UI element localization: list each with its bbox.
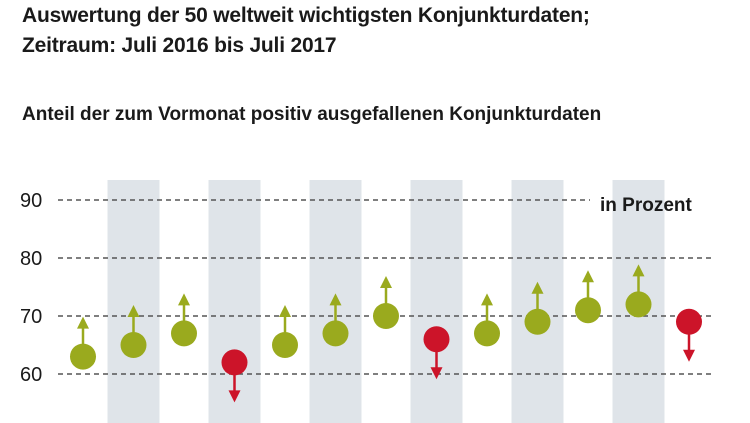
arrow-up-icon [531,281,544,294]
arrow-up-icon [77,316,89,329]
y-tick-label: 80 [20,248,42,270]
data-point [70,316,96,370]
data-point-marker [373,303,399,329]
y-tick-label: 60 [20,364,42,386]
chart-title-line-2: Zeitraum: Juli 2016 bis Juli 2017 [22,34,337,57]
data-point [272,305,298,358]
data-point-marker [676,308,702,335]
data-point [373,276,399,329]
data-point-marker [70,343,96,370]
data-point-marker [625,291,652,318]
data-point [524,281,551,335]
chart-title-line-1: Auswertung der 50 weltweit wichtigsten K… [22,4,590,27]
arrow-down-icon [228,390,241,403]
data-point [221,349,248,403]
data-point-marker [272,332,298,358]
data-point [474,293,500,347]
arrow-up-icon [127,305,140,317]
data-point [120,305,147,358]
arrow-up-icon [582,270,594,283]
unit-label: in Prozent [600,195,693,216]
data-point-marker [221,349,248,376]
chart-subtitle: Anteil der zum Vormonat positiv ausgefal… [22,104,602,125]
arrow-up-icon [380,276,392,288]
data-points [70,264,702,403]
background-band [410,180,463,423]
data-point-marker [322,320,349,347]
y-tick-label: 90 [20,190,42,212]
data-point-marker [474,320,500,347]
data-point-marker [575,297,601,324]
data-point-marker [120,332,147,358]
data-point [171,293,197,347]
y-tick-label: 70 [20,306,42,328]
arrow-down-icon [683,349,695,362]
arrow-up-icon [481,293,493,306]
arrow-up-icon [632,264,645,277]
data-point-marker [423,326,450,353]
y-axis-ticks: 5060708090 [20,190,42,423]
background-band [107,180,160,423]
data-point-marker [171,320,197,347]
data-point [625,264,652,318]
arrow-up-icon [329,293,342,306]
data-point [322,293,349,347]
arrow-up-icon [178,293,190,306]
data-point-marker [524,308,551,335]
data-point [676,308,702,362]
arrow-up-icon [279,305,291,317]
data-point [575,270,601,324]
arrow-down-icon [430,367,443,380]
data-point [423,326,450,380]
